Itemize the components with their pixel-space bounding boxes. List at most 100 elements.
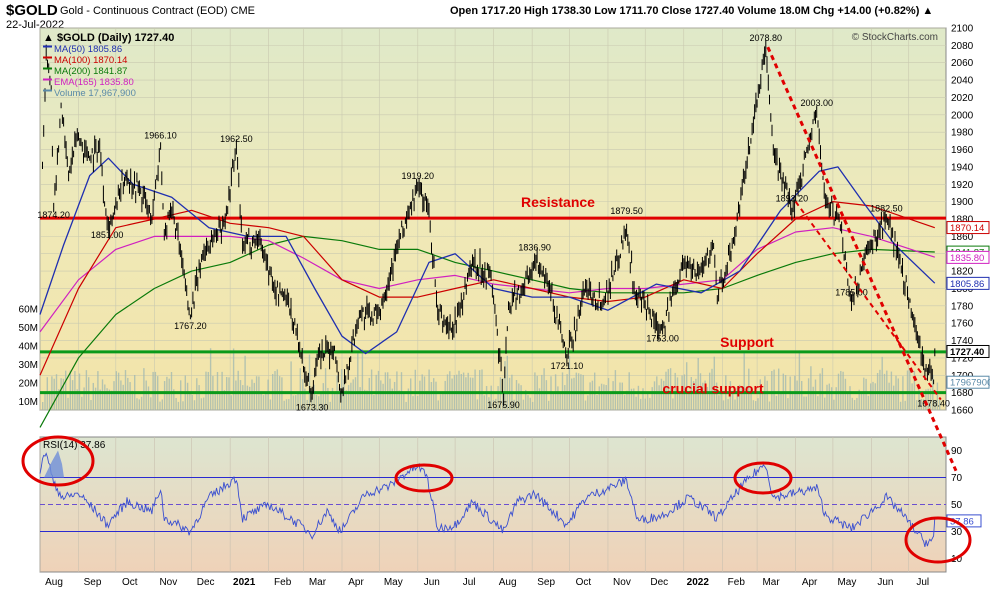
volume-bar — [720, 386, 722, 410]
x-tick-label: 2021 — [233, 577, 256, 588]
x-tick-label: Jun — [424, 577, 440, 588]
volume-bar — [899, 401, 902, 410]
volume-bar — [617, 391, 619, 410]
volume-bar — [752, 400, 755, 410]
volume-bar — [890, 371, 893, 410]
volume-bar — [490, 385, 492, 410]
volume-bar — [42, 401, 44, 410]
volume-bar — [85, 370, 88, 410]
volume-bar — [653, 381, 656, 410]
price-annotation: 2003.00 — [800, 98, 833, 108]
volume-bar — [370, 369, 373, 410]
volume-bar — [860, 393, 863, 410]
volume-bar — [313, 384, 315, 410]
volume-bar — [918, 389, 920, 410]
volume-bar — [929, 388, 932, 410]
x-tick-label: Oct — [122, 577, 138, 588]
y-tick-label: 1760 — [951, 319, 974, 330]
price-annotation: 1893.20 — [776, 194, 809, 204]
volume-bar — [598, 386, 600, 410]
volume-bar — [389, 378, 391, 410]
volume-bar — [306, 399, 308, 410]
volume-bar — [851, 397, 853, 410]
x-tick-label: Jul — [463, 577, 476, 588]
highlight-circle — [904, 516, 972, 564]
volume-bar — [504, 361, 506, 410]
price-badge: 1727.40 — [946, 344, 990, 358]
volume-bar — [637, 385, 640, 410]
volume-bar — [623, 394, 626, 410]
volume-bar — [449, 371, 451, 410]
volume-bar — [437, 400, 439, 410]
volume-bar — [897, 378, 899, 410]
volume-bar — [722, 400, 725, 410]
volume-bar — [888, 382, 890, 410]
volume-bar — [48, 390, 51, 410]
rsi-value-text: 37.86 — [950, 516, 974, 527]
volume-bar — [886, 370, 888, 410]
volume-bar — [858, 389, 860, 410]
y-tick-label: 2020 — [951, 93, 974, 104]
volume-bar — [246, 385, 249, 410]
volume-bar — [663, 380, 665, 410]
volume-bar — [274, 371, 276, 410]
volume-bar — [350, 382, 352, 410]
volume-bar — [727, 399, 729, 410]
volume-bar — [285, 399, 288, 410]
rsi-legend: RSI(14) 37.86 — [43, 440, 106, 451]
volume-bar — [766, 380, 768, 410]
y-tick-label: 1660 — [951, 406, 974, 417]
price-badge-text: 1727.40 — [950, 347, 984, 358]
volume-bar — [111, 390, 113, 410]
volume-bar — [338, 387, 341, 410]
legend-entry: EMA(165) 1835.80 — [54, 77, 134, 88]
price-badge-text: 1870.14 — [950, 223, 984, 234]
volume-bar — [320, 392, 322, 410]
volume-bar — [451, 378, 453, 410]
price-annotation: 1675.90 — [487, 400, 520, 410]
volume-bar — [235, 380, 237, 410]
rsi-value-badge: 37.86 — [946, 514, 982, 528]
volume-bar — [364, 389, 366, 410]
volume-bar — [101, 379, 104, 410]
volume-bar — [479, 370, 481, 410]
volume-bar — [244, 355, 246, 410]
volume-bar — [803, 396, 805, 410]
volume-bar — [688, 391, 690, 410]
volume-bar — [99, 389, 101, 410]
legend-swatch — [43, 45, 52, 48]
volume-bar — [90, 400, 92, 410]
x-tick-label: Nov — [159, 577, 177, 588]
y-tick-label: 1880 — [951, 215, 974, 226]
volume-bar — [745, 386, 748, 410]
volume-bar — [497, 386, 499, 410]
legend-swatch — [43, 67, 52, 70]
volume-bar — [916, 400, 918, 410]
x-tick-label: Aug — [45, 577, 63, 588]
volume-bar — [757, 398, 759, 410]
volume-bar — [658, 385, 660, 410]
volume-bar — [515, 380, 518, 410]
volume-bar — [913, 370, 916, 410]
volume-bar — [403, 391, 405, 410]
volume-bar — [853, 400, 856, 410]
volume-bar — [743, 351, 745, 410]
crucial-support-label: crucial support — [662, 381, 763, 397]
resistance-label: Resistance — [521, 194, 595, 210]
volume-bar — [288, 399, 290, 410]
volume-bar — [458, 370, 460, 410]
volume-bar — [205, 371, 207, 410]
volume-bar — [909, 369, 911, 410]
y-tick-label: 2040 — [951, 76, 974, 87]
volume-bar — [587, 395, 589, 410]
volume-bar — [736, 387, 738, 410]
volume-bar — [106, 388, 108, 410]
price-badge-text: 1805.86 — [950, 279, 984, 290]
volume-bar — [633, 388, 635, 410]
highlight-circle — [394, 463, 454, 493]
price-annotation: 1919.20 — [402, 171, 435, 181]
volume-bar — [168, 378, 170, 410]
volume-bar — [920, 398, 922, 410]
volume-bar — [529, 397, 531, 410]
y-tick-label: 2060 — [951, 58, 974, 69]
